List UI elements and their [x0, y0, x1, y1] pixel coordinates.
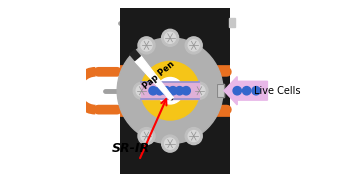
Circle shape	[133, 82, 150, 99]
Text: Pap Pen: Pap Pen	[141, 59, 176, 91]
Circle shape	[182, 87, 190, 95]
Circle shape	[175, 87, 184, 95]
Circle shape	[141, 61, 199, 120]
Circle shape	[136, 85, 147, 96]
Circle shape	[162, 135, 179, 152]
Circle shape	[162, 87, 170, 95]
Bar	[120, 8, 230, 174]
FancyArrow shape	[224, 77, 268, 105]
Circle shape	[243, 87, 251, 95]
Circle shape	[165, 138, 176, 149]
Text: SR-IR: SR-IR	[112, 142, 151, 155]
Circle shape	[141, 40, 152, 51]
Circle shape	[141, 131, 152, 142]
Polygon shape	[129, 49, 141, 61]
Bar	[217, 84, 224, 97]
Polygon shape	[170, 98, 174, 101]
Circle shape	[185, 37, 202, 54]
Circle shape	[157, 77, 183, 104]
Circle shape	[188, 131, 199, 142]
Circle shape	[138, 128, 155, 145]
Circle shape	[252, 87, 260, 95]
Circle shape	[149, 87, 157, 95]
Circle shape	[233, 87, 242, 95]
Bar	[141, 82, 199, 99]
Circle shape	[156, 87, 164, 95]
Circle shape	[165, 32, 176, 43]
Circle shape	[162, 29, 179, 46]
Text: Live Cells: Live Cells	[254, 86, 301, 96]
Bar	[229, 18, 235, 27]
Circle shape	[138, 37, 155, 54]
Polygon shape	[135, 56, 174, 101]
Circle shape	[191, 82, 208, 99]
Circle shape	[194, 85, 205, 96]
Circle shape	[185, 128, 202, 145]
Circle shape	[117, 38, 223, 144]
Bar	[217, 84, 224, 97]
Circle shape	[188, 40, 199, 51]
Circle shape	[169, 87, 177, 95]
